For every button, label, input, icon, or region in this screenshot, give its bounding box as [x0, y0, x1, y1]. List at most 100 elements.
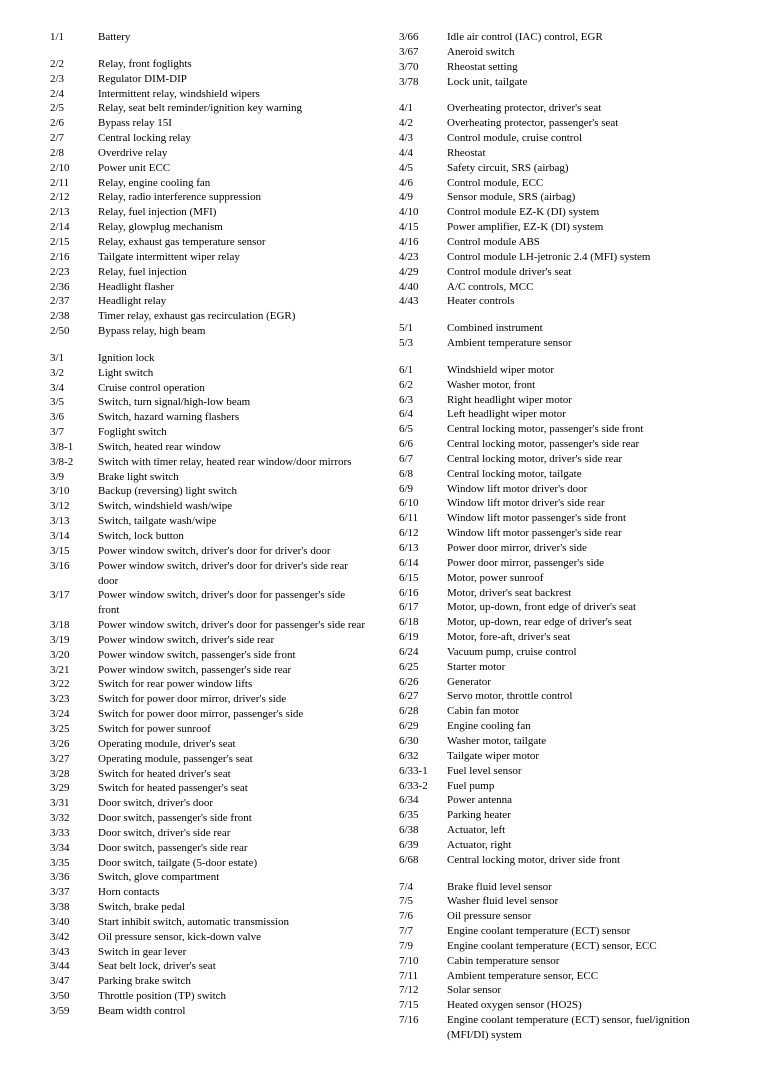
- component-description: Window lift motor driver's side rear: [447, 496, 718, 511]
- component-description: Power window switch, driver's side rear: [98, 633, 369, 648]
- component-entry: 7/10Cabin temperature sensor: [399, 954, 718, 969]
- component-entry: 3/32Door switch, passenger's side front: [50, 811, 369, 826]
- component-description: Central locking motor, driver's side rea…: [447, 452, 718, 467]
- component-code: 3/8-2: [50, 455, 98, 470]
- component-description: Window lift motor driver's door: [447, 482, 718, 497]
- component-description: Washer motor, front: [447, 378, 718, 393]
- component-description: Central locking motor, tailgate: [447, 467, 718, 482]
- component-entry: 3/34Door switch, passenger's side rear: [50, 841, 369, 856]
- component-code: 3/34: [50, 841, 98, 856]
- component-description: Switch, turn signal/high-low beam: [98, 395, 369, 410]
- component-entry: 3/21Power window switch, passenger's sid…: [50, 663, 369, 678]
- component-description: Power window switch, driver's door for p…: [98, 588, 369, 618]
- component-code: 2/37: [50, 294, 98, 309]
- component-description: Power door mirror, driver's side: [447, 541, 718, 556]
- component-entry: 3/29Switch for heated passenger's seat: [50, 781, 369, 796]
- component-entry: 2/23Relay, fuel injection: [50, 265, 369, 280]
- component-code: 3/17: [50, 588, 98, 618]
- component-code: 6/4: [399, 407, 447, 422]
- component-description: Washer fluid level sensor: [447, 894, 718, 909]
- component-entry: 3/37Horn contacts: [50, 885, 369, 900]
- component-code: 2/6: [50, 116, 98, 131]
- component-description: Window lift motor passenger's side rear: [447, 526, 718, 541]
- component-code: 3/35: [50, 856, 98, 871]
- component-code: 3/59: [50, 1004, 98, 1019]
- section-gap: [399, 868, 718, 880]
- component-code: 2/14: [50, 220, 98, 235]
- component-entry: 2/11Relay, engine cooling fan: [50, 176, 369, 191]
- component-entry: 2/50Bypass relay, high beam: [50, 324, 369, 339]
- component-entry: 3/5Switch, turn signal/high-low beam: [50, 395, 369, 410]
- component-entry: 3/67Aneroid switch: [399, 45, 718, 60]
- component-description: Power window switch, passenger's side fr…: [98, 648, 369, 663]
- component-entry: 4/4Rheostat: [399, 146, 718, 161]
- component-description: Overheating protector, passenger's seat: [447, 116, 718, 131]
- component-entry: 3/6Switch, hazard warning flashers: [50, 410, 369, 425]
- component-entry: 2/8Overdrive relay: [50, 146, 369, 161]
- component-code: 7/12: [399, 983, 447, 998]
- component-code: 6/34: [399, 793, 447, 808]
- component-entry: 4/23Control module LH-jetronic 2.4 (MFI)…: [399, 250, 718, 265]
- component-description: Door switch, driver's side rear: [98, 826, 369, 841]
- component-entry: 6/30Washer motor, tailgate: [399, 734, 718, 749]
- component-code: 3/5: [50, 395, 98, 410]
- component-description: Engine cooling fan: [447, 719, 718, 734]
- component-entry: 6/6Central locking motor, passenger's si…: [399, 437, 718, 452]
- section-gap: [50, 45, 369, 57]
- component-entry: 3/35Door switch, tailgate (5-door estate…: [50, 856, 369, 871]
- component-entry: 2/5Relay, seat belt reminder/ignition ke…: [50, 101, 369, 116]
- component-description: Relay, engine cooling fan: [98, 176, 369, 191]
- component-entry: 3/59Beam width control: [50, 1004, 369, 1019]
- component-description: Solar sensor: [447, 983, 718, 998]
- component-description: Power amplifier, EZ-K (DI) system: [447, 220, 718, 235]
- component-code: 6/18: [399, 615, 447, 630]
- component-description: Rheostat: [447, 146, 718, 161]
- component-entry: 3/78Lock unit, tailgate: [399, 75, 718, 90]
- component-code: 3/78: [399, 75, 447, 90]
- component-description: Relay, exhaust gas temperature sensor: [98, 235, 369, 250]
- component-entry: 6/5Central locking motor, passenger's si…: [399, 422, 718, 437]
- component-entry: 6/1Windshield wiper motor: [399, 363, 718, 378]
- component-description: Fuel level sensor: [447, 764, 718, 779]
- component-description: Switch for rear power window lifts: [98, 677, 369, 692]
- component-description: Door switch, passenger's side rear: [98, 841, 369, 856]
- component-description: Overheating protector, driver's seat: [447, 101, 718, 116]
- component-description: Switch, tailgate wash/wipe: [98, 514, 369, 529]
- component-description: Lock unit, tailgate: [447, 75, 718, 90]
- component-code: 3/33: [50, 826, 98, 841]
- component-description: Generator: [447, 675, 718, 690]
- component-code: 3/13: [50, 514, 98, 529]
- component-code: 6/14: [399, 556, 447, 571]
- component-code: 3/42: [50, 930, 98, 945]
- component-entry: 5/3Ambient temperature sensor: [399, 336, 718, 351]
- component-description: Engine coolant temperature (ECT) sensor,…: [447, 1013, 718, 1043]
- component-description: Ignition lock: [98, 351, 369, 366]
- component-description: Operating module, driver's seat: [98, 737, 369, 752]
- component-code: 7/9: [399, 939, 447, 954]
- component-entry: 2/13Relay, fuel injection (MFI): [50, 205, 369, 220]
- component-description: Idle air control (IAC) control, EGR: [447, 30, 718, 45]
- component-description: Ambient temperature sensor, ECC: [447, 969, 718, 984]
- component-description: Control module, cruise control: [447, 131, 718, 146]
- component-code: 7/5: [399, 894, 447, 909]
- component-code: 7/10: [399, 954, 447, 969]
- component-entry: 2/2Relay, front foglights: [50, 57, 369, 72]
- component-description: Engine coolant temperature (ECT) sensor,…: [447, 939, 718, 954]
- component-code: 6/29: [399, 719, 447, 734]
- component-description: Power window switch, driver's door for d…: [98, 544, 369, 559]
- component-entry: 2/38Timer relay, exhaust gas recirculati…: [50, 309, 369, 324]
- component-entry: 6/26Generator: [399, 675, 718, 690]
- component-description: Heater controls: [447, 294, 718, 309]
- component-description: Switch, hazard warning flashers: [98, 410, 369, 425]
- component-code: 3/36: [50, 870, 98, 885]
- component-description: Cruise control operation: [98, 381, 369, 396]
- component-description: Light switch: [98, 366, 369, 381]
- component-description: Control module driver's seat: [447, 265, 718, 280]
- component-code: 6/12: [399, 526, 447, 541]
- component-entry: 4/1Overheating protector, driver's seat: [399, 101, 718, 116]
- component-entry: 7/7Engine coolant temperature (ECT) sens…: [399, 924, 718, 939]
- component-entry: 6/16Motor, driver's seat backrest: [399, 586, 718, 601]
- component-entry: 6/34Power antenna: [399, 793, 718, 808]
- component-description: Switch for heated passenger's seat: [98, 781, 369, 796]
- component-code: 2/2: [50, 57, 98, 72]
